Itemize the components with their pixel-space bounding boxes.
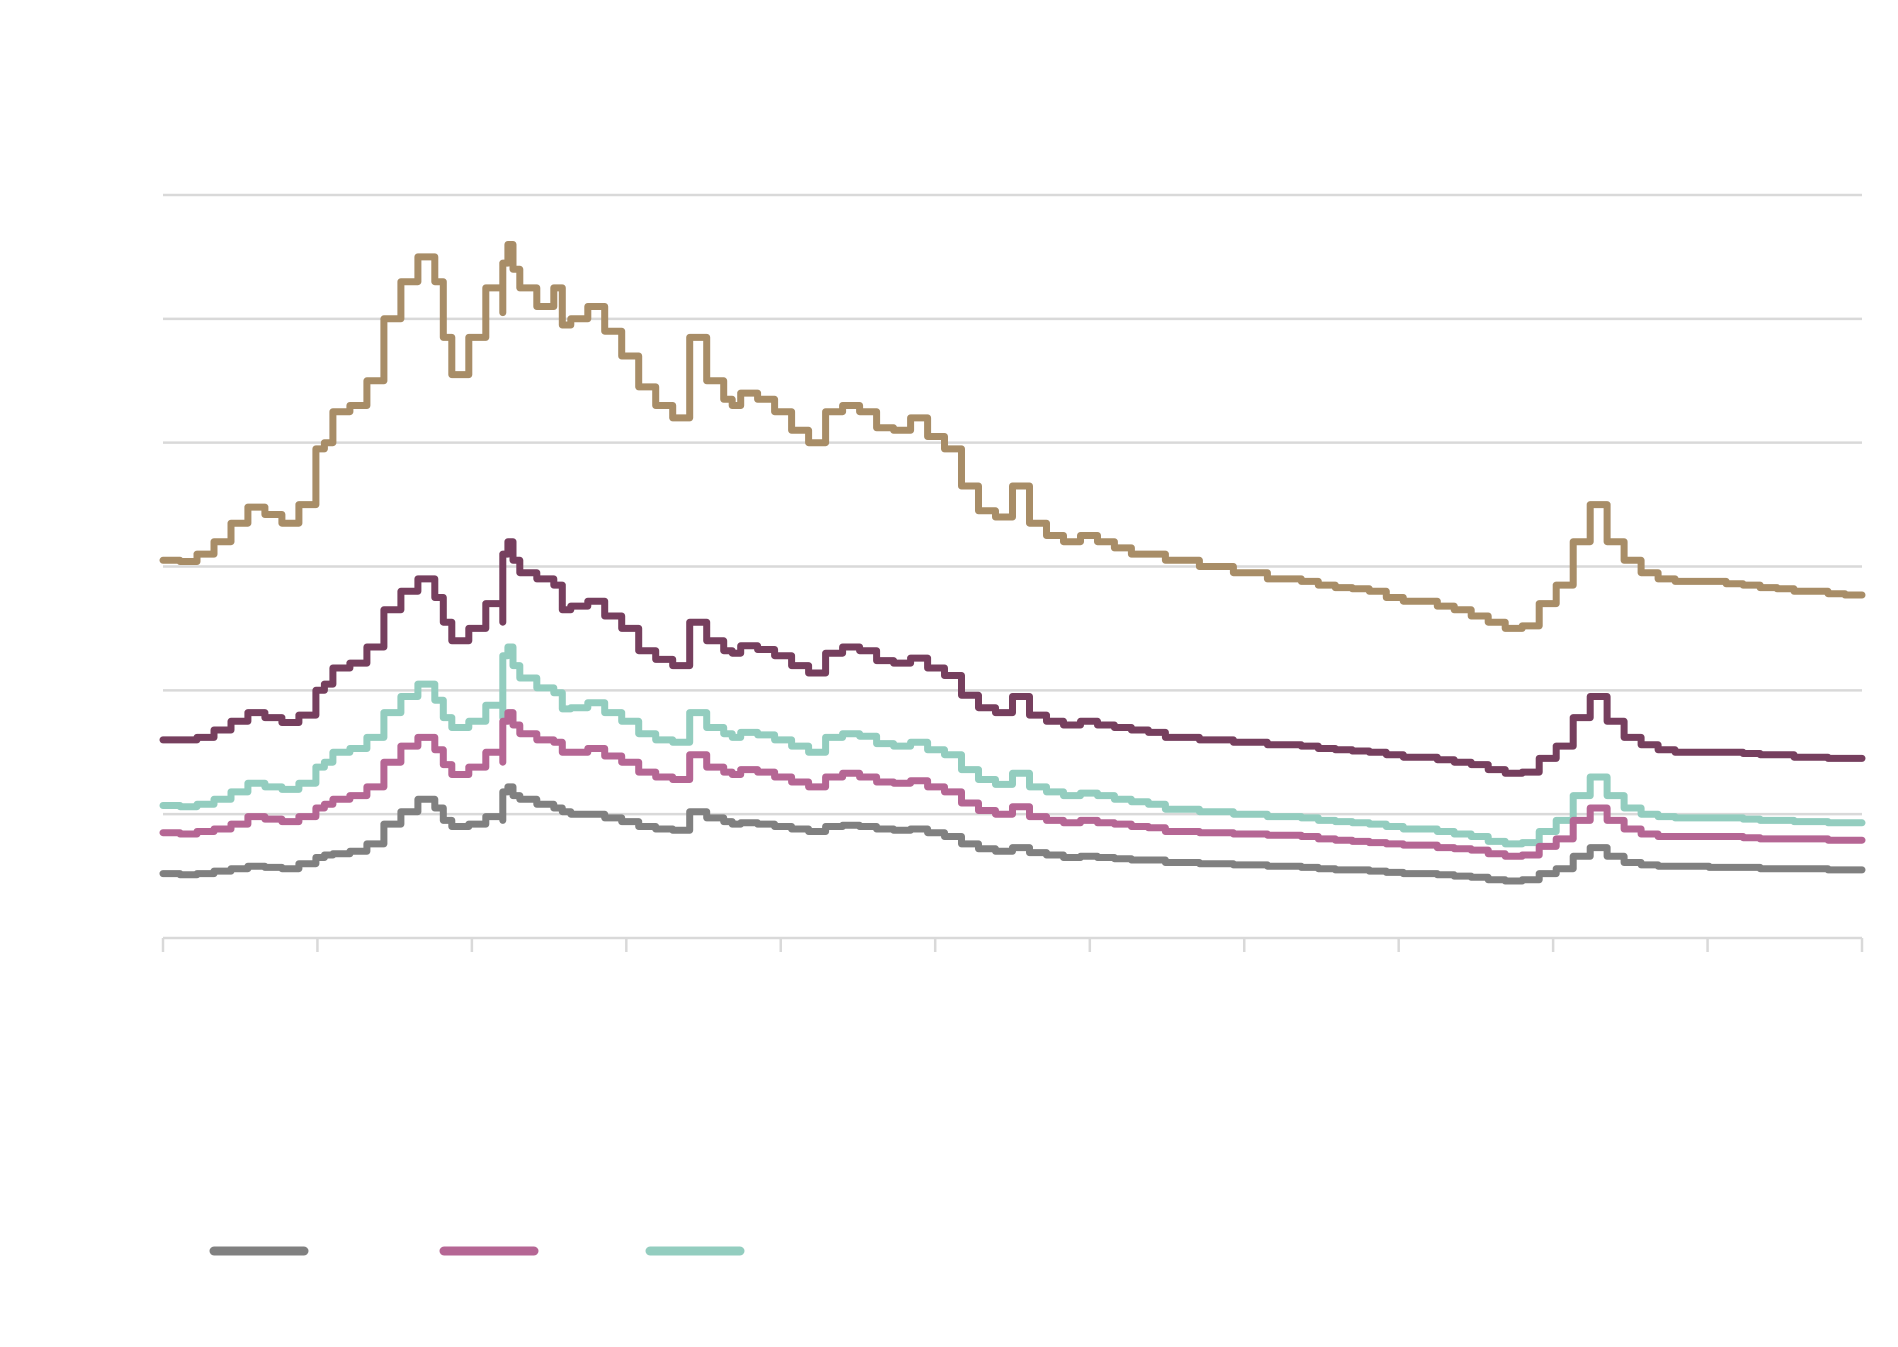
series-layer [159, 241, 1866, 885]
series-line-4 [159, 783, 1866, 885]
x-axis [161, 936, 1864, 952]
series-line-2 [159, 643, 1866, 848]
series-line-1 [159, 538, 1866, 777]
series-line-0 [159, 241, 1866, 632]
series-line-3 [159, 709, 1866, 860]
